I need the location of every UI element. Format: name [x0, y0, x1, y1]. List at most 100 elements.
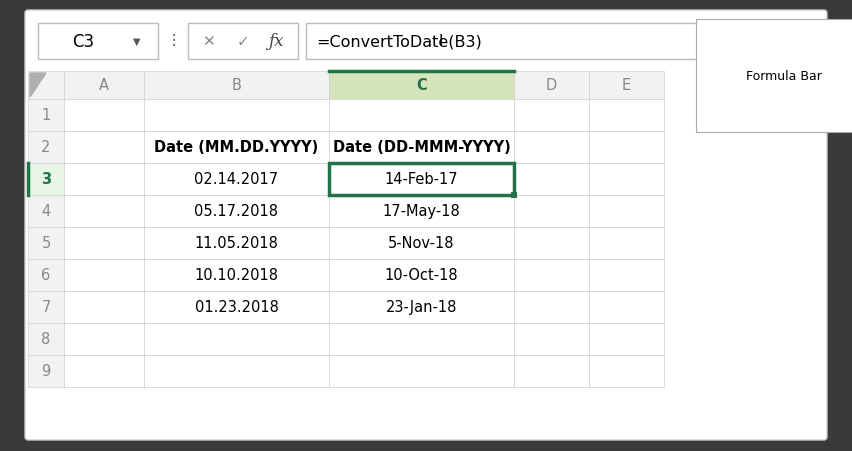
- Text: 23-Jan-18: 23-Jan-18: [386, 300, 458, 315]
- Bar: [64, 196, 144, 227]
- Text: ✕: ✕: [202, 34, 215, 50]
- Bar: [28, 323, 64, 355]
- Bar: [28, 259, 64, 291]
- Bar: [144, 355, 329, 387]
- Bar: [514, 355, 589, 387]
- Bar: [64, 72, 144, 100]
- Bar: [514, 259, 589, 291]
- Bar: [589, 259, 664, 291]
- Bar: [589, 72, 664, 100]
- Bar: [329, 323, 514, 355]
- Text: 2: 2: [41, 140, 50, 155]
- Text: 4: 4: [42, 204, 50, 219]
- Bar: [329, 196, 514, 227]
- Text: D: D: [546, 78, 557, 93]
- Bar: [514, 132, 589, 164]
- Text: 10.10.2018: 10.10.2018: [194, 268, 279, 283]
- Text: 3: 3: [41, 172, 51, 187]
- FancyBboxPatch shape: [25, 11, 827, 440]
- Bar: [514, 196, 589, 227]
- Text: 5: 5: [42, 236, 50, 251]
- Bar: [144, 132, 329, 164]
- Bar: [144, 164, 329, 196]
- Bar: [144, 196, 329, 227]
- Bar: [64, 100, 144, 132]
- Bar: [589, 196, 664, 227]
- Bar: [514, 72, 589, 100]
- Text: 6: 6: [42, 268, 50, 283]
- Text: I: I: [439, 34, 443, 50]
- Bar: [329, 100, 514, 132]
- Bar: [64, 323, 144, 355]
- Text: Date (DD-MMM-YYYY): Date (DD-MMM-YYYY): [332, 140, 510, 155]
- Bar: [589, 132, 664, 164]
- Bar: [144, 291, 329, 323]
- Bar: [329, 164, 514, 196]
- Text: 17-May-18: 17-May-18: [383, 204, 460, 219]
- Text: 8: 8: [42, 332, 50, 347]
- Bar: [28, 72, 64, 100]
- Text: 7: 7: [41, 300, 50, 315]
- Text: 01.23.2018: 01.23.2018: [194, 300, 279, 315]
- Bar: [64, 227, 144, 259]
- Text: Formula Bar: Formula Bar: [746, 70, 822, 83]
- Bar: [144, 100, 329, 132]
- Text: =ConvertToDate(B3): =ConvertToDate(B3): [316, 34, 481, 50]
- FancyBboxPatch shape: [188, 24, 298, 60]
- Text: E: E: [622, 78, 631, 93]
- Text: C: C: [416, 78, 427, 93]
- Bar: [514, 291, 589, 323]
- Text: 10-Oct-18: 10-Oct-18: [385, 268, 458, 283]
- Bar: [589, 164, 664, 196]
- Bar: [514, 100, 589, 132]
- Text: ✓: ✓: [237, 34, 250, 50]
- Bar: [64, 291, 144, 323]
- Bar: [28, 164, 64, 196]
- FancyBboxPatch shape: [38, 24, 158, 60]
- Bar: [64, 259, 144, 291]
- Polygon shape: [30, 74, 46, 98]
- Bar: [144, 259, 329, 291]
- Bar: [144, 72, 329, 100]
- Bar: [64, 164, 144, 196]
- Bar: [28, 132, 64, 164]
- Bar: [589, 100, 664, 132]
- Bar: [144, 227, 329, 259]
- Bar: [329, 72, 514, 100]
- Bar: [329, 259, 514, 291]
- Bar: [589, 355, 664, 387]
- Bar: [514, 164, 589, 196]
- Bar: [64, 132, 144, 164]
- Bar: [28, 291, 64, 323]
- Text: ▼: ▼: [133, 37, 140, 47]
- Bar: [514, 227, 589, 259]
- Bar: [514, 323, 589, 355]
- Bar: [28, 355, 64, 387]
- Bar: [589, 291, 664, 323]
- Text: Date (MM.DD.YYYY): Date (MM.DD.YYYY): [154, 140, 319, 155]
- Text: 1: 1: [42, 108, 50, 123]
- Text: 11.05.2018: 11.05.2018: [194, 236, 279, 251]
- Text: 14-Feb-17: 14-Feb-17: [385, 172, 458, 187]
- Bar: [511, 193, 517, 198]
- Bar: [589, 323, 664, 355]
- FancyBboxPatch shape: [306, 24, 814, 60]
- Bar: [28, 100, 64, 132]
- Text: 9: 9: [42, 364, 50, 379]
- Bar: [329, 164, 514, 196]
- Bar: [589, 227, 664, 259]
- Bar: [144, 323, 329, 355]
- Bar: [28, 196, 64, 227]
- Bar: [329, 227, 514, 259]
- Bar: [329, 355, 514, 387]
- Bar: [64, 355, 144, 387]
- Text: A: A: [99, 78, 109, 93]
- Text: ⁝: ⁝: [171, 32, 177, 51]
- Text: 05.17.2018: 05.17.2018: [194, 204, 279, 219]
- Bar: [329, 132, 514, 164]
- Bar: [329, 291, 514, 323]
- Text: ƒx: ƒx: [268, 33, 284, 51]
- Bar: [28, 227, 64, 259]
- Text: 5-Nov-18: 5-Nov-18: [389, 236, 455, 251]
- Text: B: B: [232, 78, 241, 93]
